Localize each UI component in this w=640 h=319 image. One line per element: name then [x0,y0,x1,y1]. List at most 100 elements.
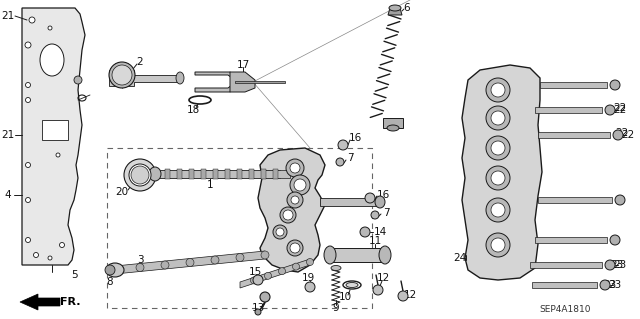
Circle shape [605,105,615,115]
Text: 1: 1 [207,180,213,190]
Polygon shape [22,8,85,265]
Circle shape [365,193,375,203]
Polygon shape [383,118,403,128]
Polygon shape [213,169,218,179]
Ellipse shape [389,5,401,11]
Text: 7: 7 [383,208,389,218]
Text: 8: 8 [107,277,113,287]
Text: 23: 23 [613,260,627,270]
Circle shape [48,26,52,30]
Circle shape [486,78,510,102]
Circle shape [486,136,510,160]
Text: 16: 16 [376,190,390,200]
Ellipse shape [149,167,161,181]
Circle shape [371,211,379,219]
Polygon shape [462,65,542,280]
Polygon shape [165,169,170,179]
Circle shape [291,196,299,204]
Circle shape [253,275,263,285]
Circle shape [211,256,219,264]
Circle shape [610,80,620,90]
Circle shape [294,179,306,191]
Circle shape [486,106,510,130]
Text: 22: 22 [613,105,627,115]
Circle shape [273,225,287,239]
Circle shape [48,256,52,260]
Circle shape [26,83,31,87]
Circle shape [60,242,65,248]
Polygon shape [237,169,242,179]
Polygon shape [201,169,206,179]
Text: FR.: FR. [60,297,80,307]
Polygon shape [535,107,602,113]
Ellipse shape [375,196,385,208]
Circle shape [491,171,505,185]
Polygon shape [240,259,310,288]
Polygon shape [538,197,612,203]
Circle shape [305,282,315,292]
Polygon shape [177,169,182,179]
Circle shape [610,235,620,245]
Circle shape [491,203,505,217]
Text: 10: 10 [339,292,351,302]
Circle shape [360,227,370,237]
Circle shape [615,195,625,205]
Text: 22: 22 [621,130,635,140]
Circle shape [491,238,505,252]
Circle shape [136,263,144,271]
Text: 15: 15 [248,267,262,277]
Circle shape [486,166,510,190]
Text: 12: 12 [403,290,417,300]
Ellipse shape [40,44,64,76]
Circle shape [33,253,38,257]
Text: 14: 14 [373,227,387,237]
Polygon shape [273,169,278,179]
Ellipse shape [324,246,336,264]
Circle shape [290,175,310,195]
Polygon shape [115,251,265,274]
Polygon shape [535,237,607,243]
Ellipse shape [379,246,391,264]
Text: 21: 21 [1,11,15,21]
Polygon shape [230,72,255,92]
Circle shape [161,261,169,269]
Polygon shape [249,169,254,179]
Circle shape [491,111,505,125]
Circle shape [336,158,344,166]
Text: 5: 5 [72,270,78,280]
Text: 17: 17 [236,60,250,70]
Polygon shape [225,169,230,179]
Polygon shape [20,294,60,310]
Circle shape [600,280,610,290]
Circle shape [278,268,285,275]
Circle shape [29,17,35,23]
Polygon shape [320,198,380,206]
Circle shape [290,163,300,173]
Circle shape [186,258,194,266]
Text: 12: 12 [376,273,390,283]
Text: 6: 6 [404,3,410,13]
Text: 13: 13 [252,303,264,313]
Circle shape [283,210,293,220]
Text: 4: 4 [4,190,12,200]
Text: 9: 9 [333,303,339,313]
Polygon shape [155,170,290,178]
Ellipse shape [346,283,358,287]
Polygon shape [42,120,68,140]
Circle shape [105,265,115,275]
Polygon shape [261,169,266,179]
Polygon shape [330,248,385,262]
Circle shape [613,130,623,140]
Circle shape [26,238,31,242]
Polygon shape [530,262,602,268]
Text: 7: 7 [347,153,353,163]
Text: 16: 16 [348,133,362,143]
Ellipse shape [331,265,341,271]
Text: 2: 2 [137,57,143,67]
Ellipse shape [129,164,151,186]
Polygon shape [155,170,280,178]
Circle shape [261,251,269,259]
Text: 19: 19 [301,273,315,283]
Ellipse shape [387,125,399,131]
Circle shape [338,140,348,150]
